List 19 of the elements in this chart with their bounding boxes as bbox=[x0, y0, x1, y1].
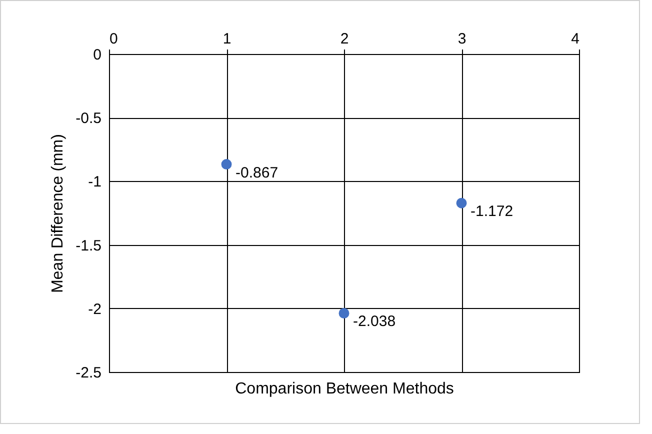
x-tick-label: 0 bbox=[110, 30, 118, 48]
x-tick-label: 1 bbox=[222, 30, 232, 48]
x-tick-label: 3 bbox=[458, 30, 466, 48]
data-label: -2.038 bbox=[353, 313, 396, 330]
y-tick-label: 0 bbox=[93, 46, 102, 64]
data-label: -1.172 bbox=[470, 203, 514, 220]
y-tick-label: -2.5 bbox=[76, 364, 102, 382]
y-tick-label: -0.5 bbox=[76, 110, 102, 128]
data-label: -0.867 bbox=[236, 164, 278, 182]
x-tick-label: 4 bbox=[571, 30, 580, 48]
x-tick-label: 2 bbox=[340, 30, 349, 48]
y-tick-label: -2 bbox=[88, 300, 102, 318]
x-axis-title: Comparison Between Methods bbox=[235, 380, 454, 398]
y-tick-label: -1.5 bbox=[76, 237, 102, 254]
y-tick-label: -1 bbox=[88, 174, 102, 191]
y-axis-title: Mean Difference (mm) bbox=[50, 134, 67, 293]
point bbox=[338, 308, 350, 318]
point bbox=[456, 198, 467, 208]
point bbox=[221, 159, 232, 170]
